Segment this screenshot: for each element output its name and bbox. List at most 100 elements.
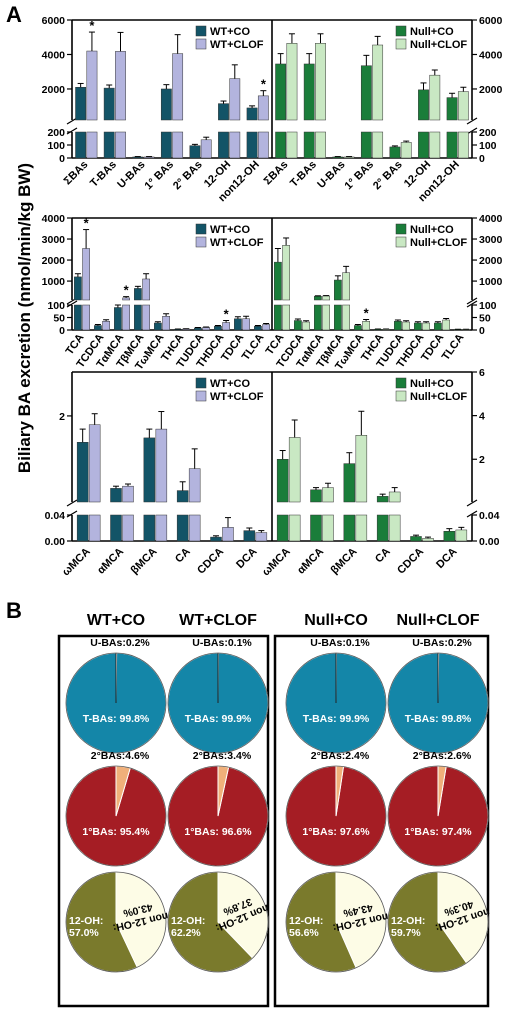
pie-label-major: 1°BAs: 96.6% [184,826,252,838]
pie-label-minor: U-BAs:0.2% [412,637,472,649]
bar [288,437,301,503]
y-tick-label: 100 [47,140,65,152]
panel-b-pie-charts: WT+CO WT+CLOF Null+CO Null+CLOF T-BAs: 99.8%… [57,612,491,1008]
legend-label: Null+CO [410,378,454,390]
bar [286,43,298,121]
bar [194,327,202,331]
y-tick-label: 4000 [479,49,503,61]
x-tick-label: ΣBAs [262,159,291,188]
pie-chart: T-BAs: 99.9% U-BAs:0.1% [285,637,387,754]
bar [82,304,90,331]
bar [322,487,334,503]
pie-chart: 12-OH:57.0% non 12-OH:43.0% [65,871,169,973]
bar [134,288,142,301]
axis-break-mark [466,499,478,507]
y-tick-label: 0 [479,325,485,337]
bar [362,321,370,331]
bar [155,428,168,503]
bar [229,78,241,121]
bar [322,295,330,301]
bar [343,463,356,503]
y-tick-label: 0 [59,153,65,165]
bar [276,514,289,542]
bar [243,530,256,542]
bar [255,532,268,542]
x-tick-label: ωMCA [260,546,293,579]
bar [143,514,156,542]
pie-outline [387,652,489,754]
pie-chart: T-BAs: 99.8% U-BAs:0.2% [387,637,489,754]
x-tick-label: αMCA [95,546,126,577]
bar [342,304,350,331]
bar [110,514,122,542]
pie-label-major: 62.2% [171,927,201,939]
pie-outline [65,652,167,754]
bar [418,131,429,159]
y-tick-label: 2000 [479,84,503,96]
bar [294,320,302,331]
pie-column-title: Null+CLOF [396,612,479,629]
significance-star: * [261,77,267,92]
bar [343,514,356,542]
pie-outline [167,652,269,754]
bar [400,142,412,159]
legend-label: WT+CLOF [210,391,264,403]
significance-star: * [89,18,95,33]
x-tick-label: T-BAs [288,159,319,190]
x-tick-label: CDCA [395,546,426,577]
bar [343,156,355,159]
bar [188,514,201,542]
bar [303,63,315,121]
bar [429,74,441,121]
pie-outline [65,765,167,867]
bar [274,261,282,301]
bar [218,103,229,121]
pie-label-major: 1°BAs: 97.6% [302,826,370,838]
x-tick-label: βMCA [129,546,160,577]
y-tick-label: 100 [479,300,497,312]
legend-swatch [395,38,407,50]
bar [275,63,287,121]
bar [75,131,87,159]
pie-outline [285,652,387,754]
x-tick-label: T-BAs [88,159,119,190]
bar [110,488,122,503]
bar [142,304,150,331]
bar [443,531,456,542]
x-tick-label: U-BAs [115,159,147,191]
bar [102,321,110,331]
bar [394,321,402,331]
bar [422,322,430,331]
bar [122,304,130,331]
bar [360,131,372,159]
bar [360,65,372,121]
bar [122,297,130,301]
bar [75,86,87,121]
bar [457,91,469,121]
legend-label: WT+CLOF [210,237,264,249]
x-tick-label: βMCA [329,546,360,577]
axis-break-mark [66,499,78,507]
x-tick-label: DCA [234,546,259,571]
bar [94,325,102,331]
bar [134,304,142,331]
pie-label-major: 56.6% [289,927,319,939]
significance-star: * [124,283,130,298]
bar [446,131,458,159]
pie-label-minor: 2°BAs:2.4% [311,750,370,762]
bar [355,514,368,542]
bar [162,316,170,331]
x-tick-label: 2° BAs [171,159,205,193]
bar [275,131,287,159]
y-tick-label: 0 [59,325,65,337]
pie-outline [167,871,269,973]
bar [322,304,330,331]
legend-label: WT+CO [210,26,250,38]
bar [315,43,326,121]
bar [189,145,201,159]
pie-chart: 1°BAs: 95.4% 2°BAs:4.6% [65,750,167,867]
bar [214,326,222,331]
bar [455,529,468,542]
